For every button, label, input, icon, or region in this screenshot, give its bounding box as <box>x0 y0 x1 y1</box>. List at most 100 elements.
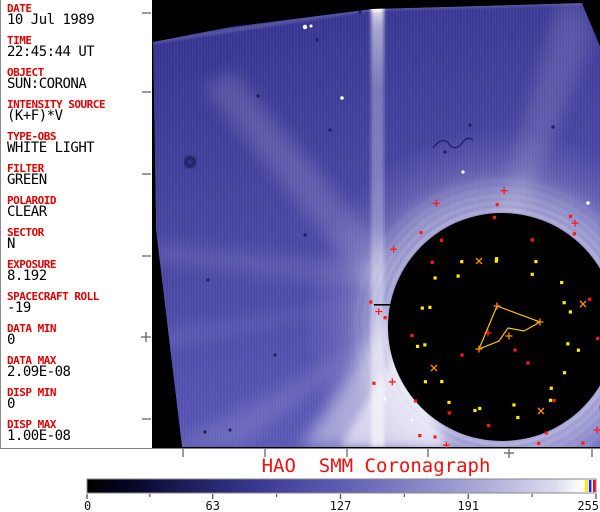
red-square-marker <box>413 399 418 403</box>
field-value: (K+F)*V <box>7 108 63 124</box>
field-label: SECTOR <box>7 226 44 239</box>
metadata-field: DATA MIN 0 <box>7 323 152 347</box>
orange-x-marker <box>475 257 483 265</box>
red-square-marker <box>513 348 517 352</box>
colorbar-border <box>86 478 597 494</box>
dark-speck <box>358 10 362 14</box>
colorbar-tick-label: 127 <box>330 499 352 512</box>
yellow-square-marker <box>460 260 464 264</box>
field-value: 1.00E-08 <box>7 428 71 444</box>
yellow-square-marker <box>473 408 477 413</box>
red-square-marker <box>369 300 373 304</box>
field-value: 0 <box>7 332 15 348</box>
yellow-square-marker <box>428 305 432 309</box>
dark-speck <box>468 123 472 127</box>
star-speck <box>383 397 387 401</box>
colorbar-lut-stripe <box>588 480 592 492</box>
field-label: POLAROID <box>7 194 56 207</box>
field-label: DATE <box>7 2 32 15</box>
orange-x-marker <box>537 407 545 415</box>
red-square-marker <box>460 353 464 357</box>
colorbar-tick-label: 63 <box>205 499 219 512</box>
metadata-field: EXPOSURE 8.192 <box>7 259 152 283</box>
red-square-marker <box>544 431 548 435</box>
dark-speck <box>256 94 260 98</box>
red-square-marker <box>495 202 499 207</box>
yellow-square-marker <box>548 398 553 402</box>
field-value: 0 <box>7 396 15 412</box>
overlay-markers <box>369 187 600 448</box>
field-label: DATA MAX <box>7 354 56 367</box>
field-label: EXPOSURE <box>7 258 56 271</box>
red-square-marker <box>572 232 576 236</box>
red-square-marker <box>410 333 414 338</box>
red-square-marker <box>492 215 497 219</box>
red-plus-marker <box>390 245 398 253</box>
red-square-marker <box>372 381 376 385</box>
dark-speck <box>228 428 232 432</box>
yellow-square-marker <box>420 306 424 310</box>
orange-x-marker <box>579 300 587 308</box>
field-label: DISP MAX <box>7 418 56 431</box>
field-value: GREEN <box>7 172 47 188</box>
field-value: 22:45:44 UT <box>7 44 95 60</box>
colorbar-lut-stripe <box>584 480 588 492</box>
colorbar-tick-label: 191 <box>457 499 479 512</box>
dark-speck <box>273 353 277 357</box>
red-square-marker <box>530 238 534 242</box>
metadata-field: DISP MAX 1.00E-08 <box>7 419 152 443</box>
yellow-square-marker <box>549 386 553 390</box>
yellow-square-marker <box>562 301 566 305</box>
red-square-marker <box>537 441 541 445</box>
star-speck <box>309 24 313 28</box>
red-plus-marker <box>442 441 450 448</box>
coronagraph-image <box>152 0 600 448</box>
field-label: DISP MIN <box>7 386 56 399</box>
red-square-marker <box>526 361 530 365</box>
red-square-marker <box>569 214 573 218</box>
red-plus-marker <box>432 200 440 208</box>
dust-blob <box>184 156 196 168</box>
yellow-square-marker <box>530 272 534 276</box>
occulting-disk <box>388 213 600 441</box>
dark-speck <box>443 150 447 154</box>
field-label: INTENSITY SOURCE <box>7 98 105 111</box>
red-plus-marker <box>571 219 579 227</box>
star-speck <box>461 170 465 174</box>
field-value: SUN:CORONA <box>7 76 87 92</box>
field-value: 2.09E-08 <box>7 364 71 380</box>
colorbar-tick-label: 255 <box>577 499 599 512</box>
yellow-square-marker <box>478 406 482 411</box>
red-square-marker <box>419 230 423 235</box>
field-value: -19 <box>7 300 31 316</box>
red-plus-marker <box>500 187 508 195</box>
red-square-marker <box>433 435 437 439</box>
yellow-square-marker <box>534 259 538 264</box>
yellow-square-marker <box>512 403 516 407</box>
fiber-artifact <box>432 137 474 149</box>
star-speck <box>340 96 344 100</box>
frame-bottom-line <box>0 448 600 449</box>
red-square-marker <box>418 434 422 438</box>
yellow-square-marker <box>423 343 427 347</box>
red-square-marker <box>383 316 387 320</box>
figure-title: HAO SMM Coronagraph <box>261 455 491 477</box>
field-value: WHITE LIGHT <box>7 140 95 156</box>
dark-speck <box>303 233 307 237</box>
dark-speck <box>328 128 332 132</box>
red-square-marker <box>447 411 451 415</box>
yellow-square-marker <box>568 310 572 314</box>
red-plus-marker <box>593 426 600 434</box>
dark-speck <box>203 430 207 434</box>
red-square-marker <box>487 423 491 428</box>
yellow-square-marker <box>423 380 428 384</box>
field-label: DATA MIN <box>7 322 56 335</box>
yellow-square-marker <box>433 276 437 280</box>
yellow-square-marker <box>494 259 498 263</box>
metadata-field: SPACECRAFT ROLL -19 <box>7 291 152 315</box>
orange-plus-marker <box>505 332 513 340</box>
metadata-field: POLAROID CLEAR <box>7 195 152 219</box>
field-label: TYPE-OBS <box>7 130 56 143</box>
star-specks <box>302 24 590 422</box>
dark-speck <box>551 125 555 129</box>
